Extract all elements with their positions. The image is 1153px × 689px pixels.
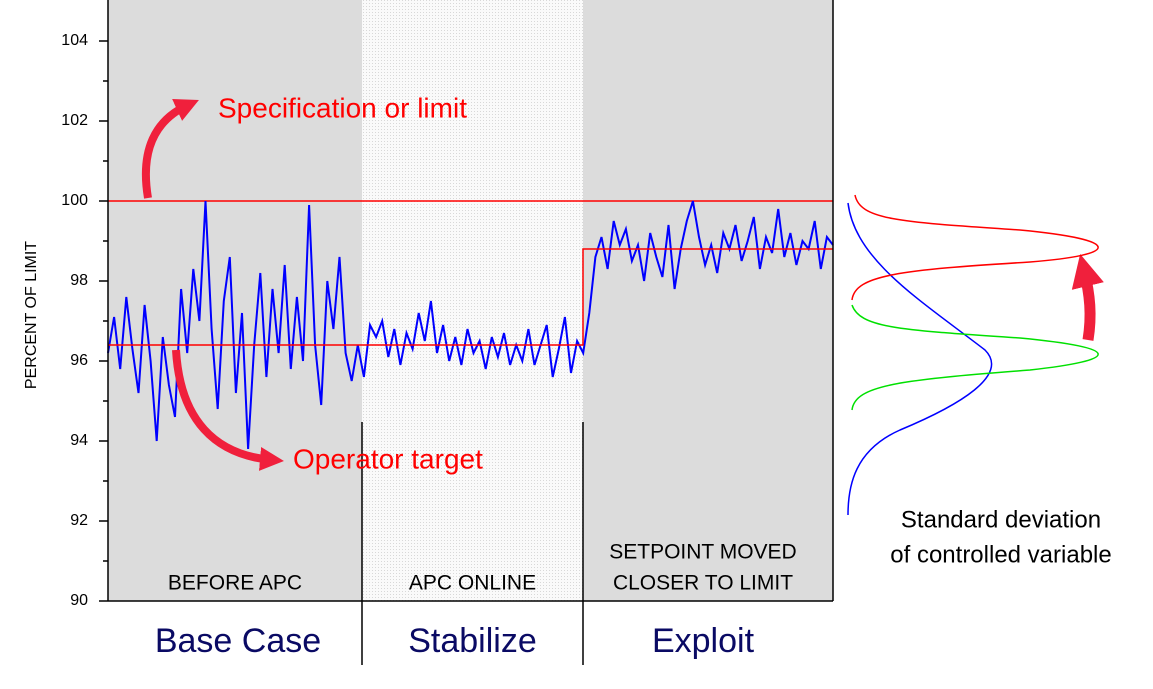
target-line bbox=[108, 248, 833, 346]
y-tick-label: 96 bbox=[70, 352, 88, 369]
y-tick-label: 102 bbox=[61, 112, 88, 129]
phase-bg bbox=[583, 0, 833, 601]
annotation: Operator target bbox=[293, 443, 483, 474]
y-axis-label: PERCENT OF LIMIT bbox=[23, 241, 40, 389]
annotation: Specification or limit bbox=[218, 92, 467, 123]
y-tick-label: 90 bbox=[70, 592, 88, 609]
distribution-curve bbox=[851, 304, 1099, 411]
y-tick-label: 94 bbox=[70, 432, 88, 449]
y-tick-label: 92 bbox=[70, 512, 88, 529]
arrow bbox=[172, 349, 284, 471]
annotation: of controlled variable bbox=[890, 541, 1111, 568]
y-tick-label: 100 bbox=[61, 192, 88, 209]
phase-label: Exploit bbox=[652, 622, 755, 660]
arrow bbox=[1071, 253, 1104, 341]
y-tick-label: 98 bbox=[70, 272, 88, 289]
phase-note: APC ONLINE bbox=[409, 572, 536, 595]
phase-note: BEFORE APC bbox=[168, 572, 302, 595]
y-tick-label: 104 bbox=[61, 32, 88, 49]
distribution-curve bbox=[847, 202, 993, 516]
phase-note: CLOSER TO LIMIT bbox=[613, 572, 793, 595]
distribution-curve bbox=[851, 194, 1099, 301]
arrow bbox=[141, 99, 199, 199]
phase-note: SETPOINT MOVED bbox=[609, 541, 796, 564]
phase-bg bbox=[362, 0, 583, 601]
phase-label: Base Case bbox=[155, 622, 321, 660]
phase-bg bbox=[108, 0, 362, 601]
annotation: Standard deviation bbox=[901, 506, 1101, 533]
phase-label: Stabilize bbox=[408, 622, 537, 660]
